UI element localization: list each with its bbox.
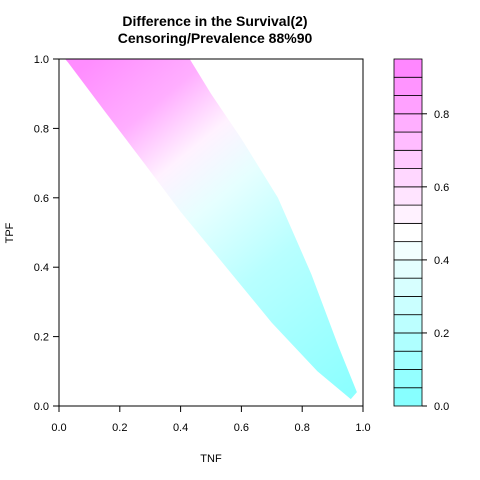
colorbar-tick-label: 0.6 (434, 182, 449, 194)
y-tick-label: 0.0 (34, 401, 49, 413)
y-tick-label: 0.4 (34, 262, 49, 274)
colorbar-tick-label: 0.4 (434, 255, 449, 267)
x-tick-label: 0.8 (295, 422, 310, 434)
x-axis-label: TNF (200, 453, 222, 465)
colorbar-swatch (393, 168, 423, 188)
colorbar-swatch (393, 149, 423, 169)
x-axis: 0.0 0.2 0.4 0.6 0.8 1.0 (51, 406, 371, 434)
y-tick-label: 0.2 (34, 332, 49, 344)
colorbar-swatch (393, 131, 423, 151)
colorbar-swatch (393, 277, 423, 297)
x-tick-label: 1.0 (355, 422, 370, 434)
colorbar-swatch (393, 95, 423, 115)
colorbar-swatch (393, 241, 423, 261)
y-tick-label: 0.6 (34, 193, 49, 205)
colorbar-tick-label: 0.2 (434, 328, 449, 340)
colorbar-swatch (393, 58, 423, 78)
colorbar-swatch (393, 350, 423, 370)
y-tick-label: 1.0 (34, 54, 49, 66)
colorbar-swatch (393, 186, 423, 206)
y-axis: 0.0 0.2 0.4 0.6 0.8 1.0 (34, 54, 59, 413)
heatmap-band (65, 59, 357, 400)
color-legend: 0.0 0.2 0.4 0.6 0.8 (393, 58, 449, 413)
chart-title: Difference in the Survival(2) (122, 13, 307, 29)
colorbar-tick-label: 0.8 (434, 109, 449, 121)
colorbar-swatch (393, 259, 423, 279)
chart-subtitle: Censoring/Prevalence 88%90 (118, 30, 313, 46)
colorbar-swatch (393, 332, 423, 352)
colorbar-swatch (393, 76, 423, 96)
colorbar-swatch (393, 204, 423, 224)
colorbar-swatch (393, 113, 423, 133)
y-tick-label: 0.8 (34, 123, 49, 135)
x-tick-label: 0.6 (234, 422, 249, 434)
colorbar-swatch (393, 314, 423, 334)
x-tick-label: 0.0 (51, 422, 66, 434)
colorbar-tick-label: 0.0 (434, 401, 449, 413)
x-tick-label: 0.2 (112, 422, 127, 434)
y-axis-label: TPF (4, 222, 16, 243)
colorbar-swatch (393, 222, 423, 243)
colorbar-swatch (393, 296, 423, 316)
colorbar-swatch (393, 387, 423, 407)
x-tick-label: 0.4 (173, 422, 188, 434)
plot-region (65, 59, 357, 400)
plot-frame (58, 58, 364, 407)
colorbar-swatch (393, 369, 423, 389)
